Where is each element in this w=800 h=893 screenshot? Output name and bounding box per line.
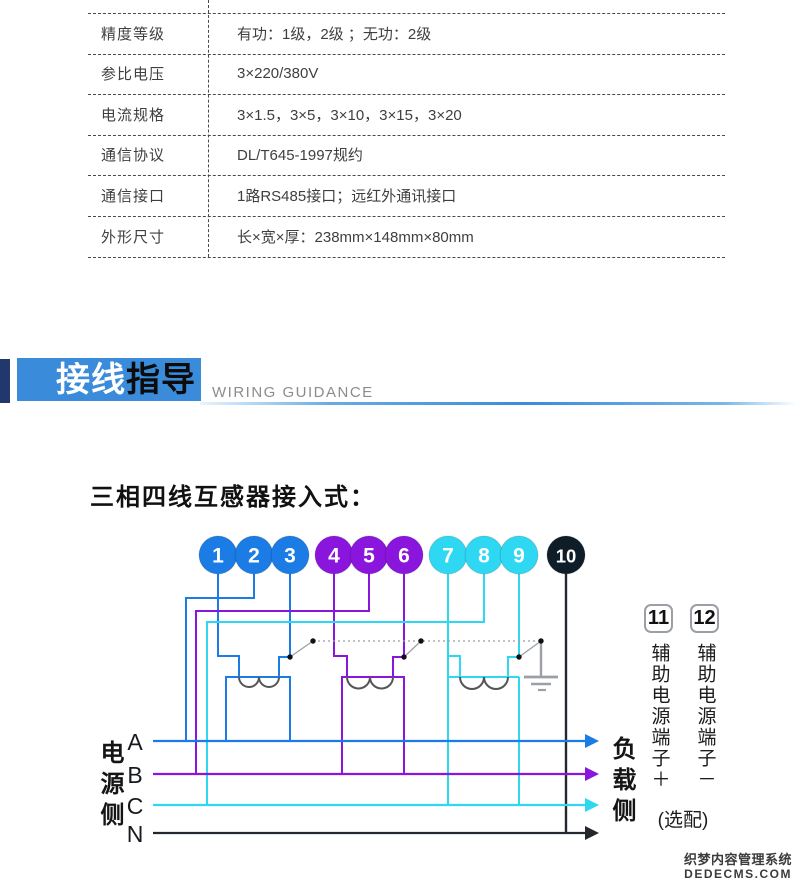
optional-note: (选配): [657, 810, 709, 831]
banner-title-part1: 接线: [56, 361, 126, 399]
table-row-divider: [88, 216, 725, 217]
dedecms-watermark[interactable]: 织梦内容管理系统 DEDECMS.COM: [650, 852, 792, 882]
spec-row-3: 电流规格 3×1.5，3×5，3×10，3×15，3×20: [88, 94, 725, 134]
wire-terminal6-ct2-right: [392, 574, 405, 677]
diagram-title: 三相四线互感器接入式：: [90, 484, 376, 511]
watermark-line1[interactable]: 织梦内容管理系统: [683, 852, 792, 867]
banner-underline: [200, 402, 796, 405]
ct1-primary-loop: [225, 676, 291, 741]
aux-terminal-12: 12 辅助电源端子－: [690, 604, 720, 790]
junction-dots: [287, 638, 544, 660]
spec-value: DL/T645-1997规约: [237, 147, 363, 165]
wire-terminal5-voltage-b: [195, 574, 370, 774]
banner-title-part2: 指导: [126, 361, 196, 399]
spec-value: 有功：1级，2级 ；无功：2级: [237, 25, 432, 43]
terminal-number-3: 3: [284, 545, 296, 568]
arrow-N: [585, 826, 599, 840]
spec-table: 精度等级 有功：1级，2级 ；无功：2级参比电压 3×220/380V 电流规格 3×1…: [0, 0, 800, 258]
spec-row-6: 外形尺寸 长×宽×厚：238mm×148mm×80mm: [88, 216, 725, 256]
terminal-number-5: 5: [363, 545, 375, 568]
terminal-circle-9: [499, 535, 539, 575]
spec-row-4: 通信协议 DL/T645-1997规约: [88, 135, 725, 175]
arrow-C: [585, 798, 599, 812]
terminal-number-4: 4: [328, 545, 340, 568]
ct-coils: [238, 676, 509, 690]
table-row-divider: [88, 94, 725, 96]
table-row-divider: [88, 53, 725, 55]
terminal-circle-6: [384, 535, 424, 575]
aux-terminal-12-box: 12: [690, 604, 719, 633]
wire-terminal8-voltage-c: [206, 574, 485, 805]
wire-ct3-left-terminal: [448, 655, 461, 677]
ct1-coil: [238, 676, 280, 688]
wire-terminal2-voltage-a: [185, 574, 255, 741]
terminal-number-6: 6: [398, 545, 410, 568]
spec-label: 外形尺寸: [101, 228, 166, 246]
table-row-divider: [88, 175, 725, 177]
table-row-divider: [88, 256, 725, 258]
wire-terminal3-ct1-right: [278, 574, 291, 677]
spec-row-2: 参比电压 3×220/380V: [88, 54, 725, 94]
arrow-B: [585, 767, 599, 781]
table-row-divider: [88, 134, 725, 136]
spec-label: 通信接口: [101, 187, 166, 205]
banner-subtitle: WIRING GUIDANCE: [212, 384, 374, 401]
phase-label-A: A: [127, 729, 143, 755]
spec-label: 精度等级: [101, 25, 166, 43]
terminal-number-9: 9: [513, 545, 525, 568]
banner-accent-bar: [0, 359, 10, 403]
load-side-label: 负载侧: [608, 736, 635, 829]
table-row-divider: [88, 13, 725, 14]
spec-label: 通信协议: [101, 147, 166, 165]
wire-terminal4-ct2-left: [333, 574, 348, 677]
aux-terminal-12-label: 辅助电源端子－: [694, 643, 716, 790]
terminal-number-7: 7: [442, 545, 454, 568]
phase-label-B: B: [127, 762, 142, 788]
phase-label-C: C: [127, 793, 144, 819]
spec-label: 电流规格: [101, 106, 166, 124]
terminal-circles: 1 2 3 4 5 6 7 8 9 10: [198, 535, 586, 575]
phase-a-wires: [185, 574, 291, 741]
source-side-label: 电源侧: [96, 740, 123, 833]
spec-row-1: 精度等级 有功：1级，2级 ；无功：2级: [88, 13, 725, 53]
wire-terminal1-ct1-left: [217, 574, 240, 677]
spec-value: 3×1.5，3×5，3×10，3×15，3×20: [237, 106, 462, 124]
ct2-primary-loop: [341, 676, 405, 774]
watermark-line2[interactable]: DEDECMS.COM: [684, 867, 792, 881]
spec-label: 参比电压: [101, 66, 166, 84]
terminal-number-2: 2: [248, 545, 260, 568]
aux-terminal-11-label: 辅助电源端子＋: [648, 643, 670, 790]
spec-value: 长×宽×厚：238mm×148mm×80mm: [237, 228, 474, 246]
earth-link: [289, 640, 558, 692]
spec-value: 1路RS485接口；远红外通讯接口: [237, 187, 457, 205]
terminal-circle-10: [546, 535, 586, 575]
aux-terminal-11: 11 辅助电源端子＋: [644, 604, 674, 790]
section-banner: 接线指导: [17, 358, 201, 401]
terminal-circle-3: [270, 535, 310, 575]
table-column-divider: [208, 0, 209, 257]
terminal-number-10: 10: [556, 546, 577, 567]
ct2-coil: [346, 676, 394, 690]
spec-row-5: 通信接口 1路RS485接口；远红外通讯接口: [88, 175, 725, 215]
arrow-A: [585, 734, 599, 748]
earth-diagonals: [289, 640, 542, 658]
phase-label-N: N: [127, 821, 144, 847]
aux-terminal-11-box: 11: [644, 604, 673, 633]
terminal-number-1: 1: [212, 545, 224, 568]
terminal-number-8: 8: [478, 545, 490, 568]
wire-terminal9-ct3-right: [507, 574, 520, 677]
ct3-coil: [459, 676, 509, 690]
phase-b-wires: [195, 574, 405, 774]
spec-value: 3×220/380V: [237, 65, 319, 83]
